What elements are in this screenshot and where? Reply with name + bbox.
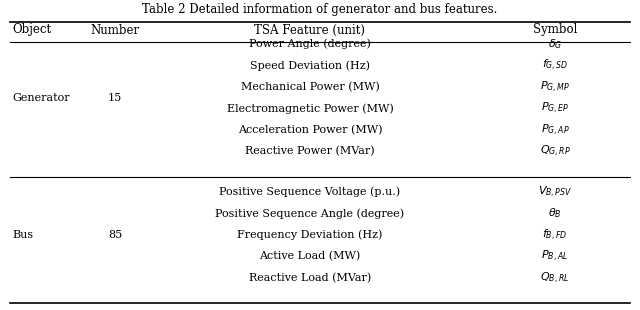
- Text: $\theta_{B}$: $\theta_{B}$: [548, 207, 562, 220]
- Text: Active Load (MW): Active Load (MW): [259, 251, 360, 262]
- Text: Positive Sequence Voltage (p.u.): Positive Sequence Voltage (p.u.): [220, 187, 401, 197]
- Text: $P_{G,EP}$: $P_{G,EP}$: [541, 101, 569, 116]
- Text: Object: Object: [12, 24, 51, 37]
- Text: Frequency Deviation (Hz): Frequency Deviation (Hz): [237, 230, 383, 240]
- Text: $Q_{G, RP}$: $Q_{G, RP}$: [540, 144, 570, 159]
- Text: 85: 85: [108, 230, 122, 240]
- Text: $P_{G,AP}$: $P_{G,AP}$: [541, 122, 570, 138]
- Text: 15: 15: [108, 93, 122, 103]
- Text: $P_{B,AL}$: $P_{B,AL}$: [541, 249, 568, 264]
- Text: TSA Feature (unit): TSA Feature (unit): [255, 24, 365, 37]
- Text: Reactive Load (MVar): Reactive Load (MVar): [249, 273, 371, 283]
- Text: Bus: Bus: [12, 230, 33, 240]
- Text: Speed Deviation (Hz): Speed Deviation (Hz): [250, 60, 370, 71]
- Text: $P_{G,MP}$: $P_{G,MP}$: [540, 79, 570, 95]
- Text: Mechanical Power (MW): Mechanical Power (MW): [241, 82, 380, 92]
- Text: Generator: Generator: [12, 93, 70, 103]
- Text: $Q_{B,RL}$: $Q_{B,RL}$: [540, 271, 570, 286]
- Text: $f_{B,FD}$: $f_{B,FD}$: [542, 228, 568, 243]
- Text: Number: Number: [90, 24, 140, 37]
- Text: Positive Sequence Angle (degree): Positive Sequence Angle (degree): [216, 208, 404, 219]
- Text: Power Angle (degree): Power Angle (degree): [249, 39, 371, 49]
- Text: Reactive Power (MVar): Reactive Power (MVar): [245, 146, 375, 157]
- Text: $V_{B,PSV}$: $V_{B,PSV}$: [538, 184, 572, 200]
- Text: Table 2 Detailed information of generator and bus features.: Table 2 Detailed information of generato…: [142, 3, 498, 16]
- Text: $f_{G,SD}$: $f_{G,SD}$: [541, 58, 568, 73]
- Text: Electromagnetic Power (MW): Electromagnetic Power (MW): [227, 103, 394, 114]
- Text: Symbol: Symbol: [533, 24, 577, 37]
- Text: $\delta_{G}$: $\delta_{G}$: [548, 37, 562, 51]
- Text: Acceleration Power (MW): Acceleration Power (MW): [237, 125, 382, 135]
